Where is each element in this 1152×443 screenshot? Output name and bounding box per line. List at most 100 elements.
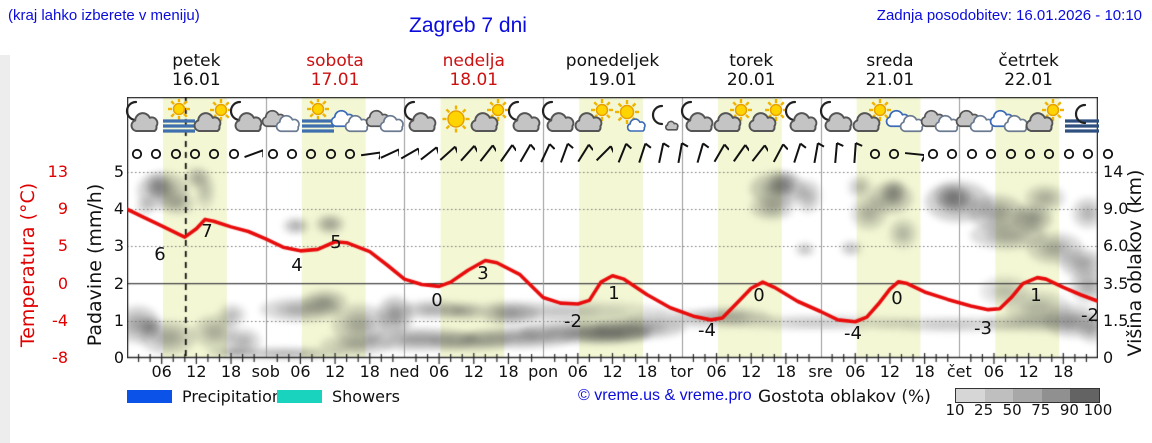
weather-icon-sun-cloud — [712, 99, 756, 139]
weather-icon-moon-cloud — [504, 99, 548, 139]
temp-point-label: 5 — [330, 232, 342, 253]
x-tick-label: 06 — [706, 362, 727, 381]
weather-icon-clouds — [955, 99, 999, 139]
day-date: 17.01 — [310, 70, 360, 90]
wind-barb-icon — [826, 142, 846, 164]
day-date: 18.01 — [449, 70, 499, 90]
wind-calm-icon — [263, 142, 283, 164]
weather-icon-moon-fog — [1059, 99, 1103, 139]
wind-barb-icon — [476, 142, 498, 164]
wind-barb-icon — [379, 142, 401, 164]
left-margin-strip — [0, 55, 10, 443]
wind-barb-icon — [787, 142, 807, 164]
x-day-abbrev: tor — [670, 362, 694, 381]
x-tick-label: 12 — [463, 362, 484, 381]
wind-calm-icon — [301, 142, 321, 164]
wind-barb-icon — [457, 142, 479, 164]
cloud-scale-segment — [984, 389, 1014, 402]
wind-calm-icon — [1059, 142, 1079, 164]
day-header-torek: torek 20.01 — [676, 52, 826, 90]
x-tick-label: 18 — [498, 362, 519, 381]
wind-barb-icon — [437, 142, 460, 164]
x-tick-label: 12 — [741, 362, 762, 381]
x-tick-label: 12 — [324, 362, 346, 381]
wind-barb-icon — [496, 142, 517, 164]
day-name: ponedeljek — [565, 51, 660, 71]
wind-barb-icon — [399, 142, 421, 164]
weather-icon-moon-cloud — [538, 99, 582, 139]
temp-point-label: 3 — [477, 263, 489, 284]
copyright: © vreme.us & vreme.pro — [578, 387, 752, 404]
wind-barb-icon — [748, 142, 770, 164]
cloud-scale-number: 50 — [1002, 401, 1022, 419]
wind-calm-icon — [923, 142, 943, 164]
cloud-scale-number: 90 — [1059, 401, 1079, 419]
weather-icon-moon-cloud — [400, 99, 444, 139]
wind-barb-icon — [632, 142, 652, 164]
weather-icon-sun-cloud — [192, 99, 236, 139]
precip-tick: 1 — [113, 310, 124, 330]
wind-calm-icon — [1039, 142, 1059, 164]
wind-calm-icon — [127, 142, 147, 164]
x-tick-label: 12 — [602, 362, 623, 381]
day-name: sobota — [306, 51, 364, 71]
cloudheight-tick: 9.0 — [1103, 199, 1129, 219]
cloud-scale-segment — [956, 389, 985, 402]
precip-tick: 5 — [113, 162, 124, 181]
wind-barb-icon — [418, 142, 440, 164]
wind-barb-icon — [904, 142, 926, 164]
x-day-abbrev: sob — [251, 362, 280, 381]
x-day-abbrev: pon — [528, 362, 559, 381]
wind-calm-icon — [1001, 142, 1021, 164]
weather-icon-sun-cloud — [469, 99, 513, 139]
day-header-četrtek: četrtek 22.01 — [954, 52, 1104, 90]
precip-axis-title: Padavine (mm/h) — [84, 183, 106, 347]
cloudheight-tick: 3.5 — [1103, 273, 1129, 293]
x-day-abbrev: čet — [946, 362, 972, 381]
cloudheight-tick: 1.5 — [1103, 310, 1129, 330]
temp-point-label: 6 — [154, 244, 166, 265]
wind-barb-icon — [612, 142, 633, 164]
wind-calm-icon — [884, 142, 904, 164]
meteogram-canvas — [127, 97, 1098, 372]
showers-swatch — [277, 390, 322, 403]
weather-icon-moon-cloud — [781, 99, 825, 139]
x-day-abbrev: ned — [389, 362, 420, 381]
cloud-scale-segment — [1070, 389, 1099, 402]
cloud-scale-number: 75 — [1031, 401, 1051, 419]
x-tick-label: 06 — [567, 362, 588, 381]
x-tick-label: 12 — [186, 362, 207, 381]
weather-icon-clouds — [261, 99, 305, 139]
temp-point-label: -4 — [844, 323, 862, 344]
cloudheight-tick: 6.0 — [1103, 236, 1129, 256]
wind-calm-icon — [1098, 142, 1118, 164]
wind-barb-icon — [709, 142, 731, 164]
temp-tick: 9 — [57, 199, 68, 219]
day-date: 22.01 — [1004, 70, 1053, 90]
wind-barb-icon — [573, 142, 595, 164]
temp-point-label: 0 — [753, 285, 765, 306]
wind-barb-icon — [768, 142, 789, 164]
temp-tick: -4 — [52, 310, 68, 330]
cloudheight-tick: 0 — [1103, 348, 1114, 367]
day-date: 16.01 — [172, 70, 221, 90]
wind-calm-icon — [185, 142, 205, 164]
x-tick-label: 18 — [1053, 362, 1074, 381]
wind-barb-icon — [690, 142, 710, 164]
menu-hint: (kraj lahko izberete v meniju) — [8, 7, 200, 24]
x-tick-label: 18 — [775, 362, 797, 381]
weather-icon-sun-cloud — [1024, 99, 1068, 139]
wind-barb-icon — [360, 142, 382, 164]
day-date: 20.01 — [726, 70, 776, 90]
cloud-scale-number: 25 — [974, 401, 994, 419]
day-name: torek — [729, 51, 774, 71]
wind-calm-icon — [962, 142, 982, 164]
wind-calm-icon — [224, 142, 244, 164]
weather-icon-moon-cloud — [677, 99, 721, 139]
x-tick-label: 12 — [1018, 362, 1039, 381]
cloudheight-tick: 14 — [1103, 162, 1124, 181]
precip-tick: 4 — [113, 199, 124, 219]
cloud-scale-number: 100 — [1083, 401, 1113, 419]
day-header-petek: petek 16.01 — [121, 52, 271, 90]
weather-icon-clouds-blue — [330, 99, 374, 139]
